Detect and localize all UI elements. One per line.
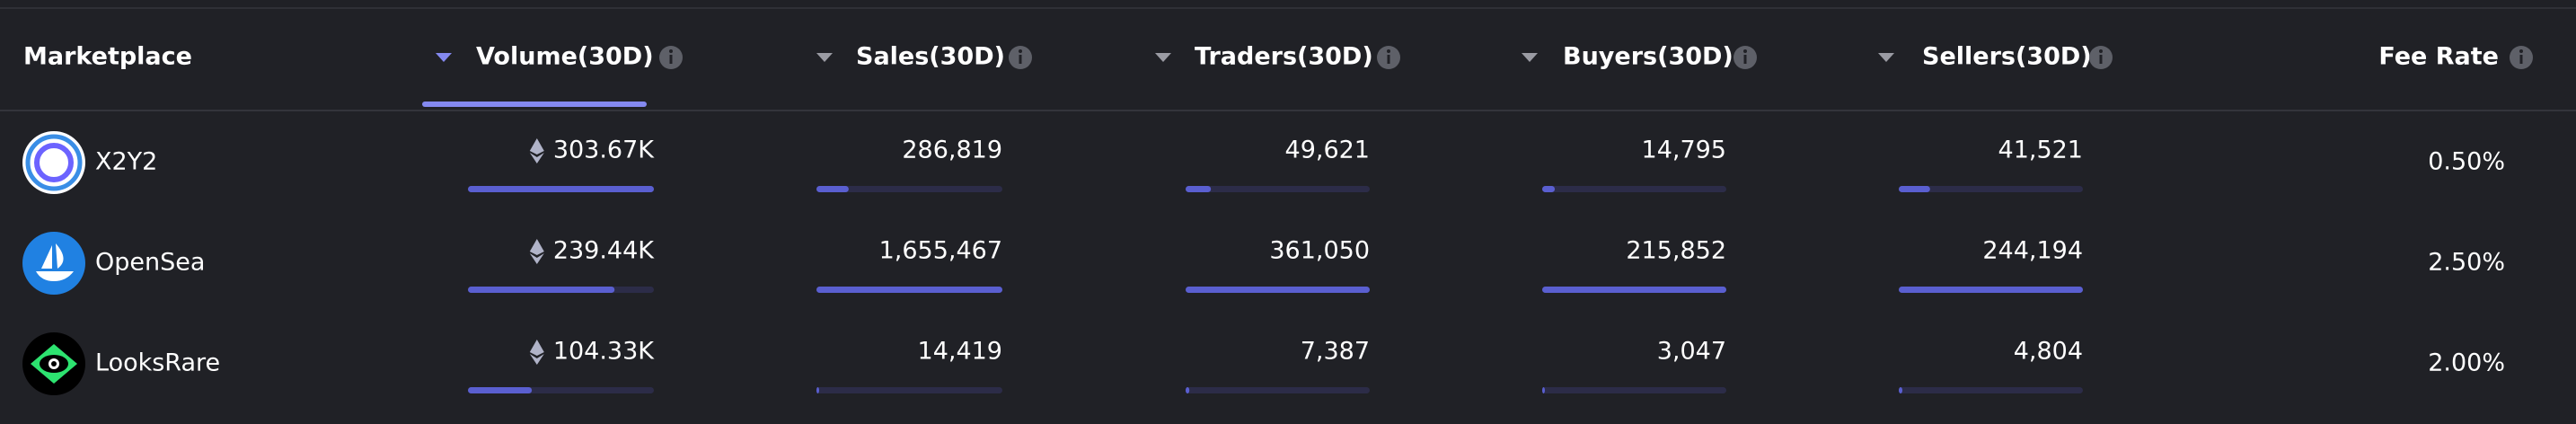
sort-arrow[interactable]	[1878, 53, 1894, 62]
sort-arrow[interactable]	[1155, 53, 1171, 62]
bar-fill	[816, 186, 849, 192]
active-sort-underline	[422, 102, 647, 107]
cell-value: 1,655,467	[879, 237, 1002, 265]
logo	[25, 134, 83, 191]
cell-value: 286,819	[902, 137, 1002, 164]
cell-value: 215,852	[1626, 237, 1726, 265]
bar-fill	[816, 287, 1002, 293]
bar-fill	[1186, 287, 1370, 293]
info-icon-mark	[2099, 55, 2103, 64]
bar-track	[1186, 186, 1370, 192]
info-icon-mark	[1019, 55, 1022, 64]
sort-arrow[interactable]	[1522, 53, 1538, 62]
bar-fill	[1899, 186, 1930, 192]
info-icon-mark	[669, 55, 673, 64]
bar-fill	[468, 287, 615, 293]
info-icon-dot	[669, 49, 673, 53]
bar-track	[816, 186, 1002, 192]
cell-value: 14,795	[1642, 137, 1726, 164]
bar-fill	[816, 387, 819, 393]
eth-icon	[529, 138, 544, 163]
cell-value: 104.33K	[553, 338, 655, 366]
logo	[51, 361, 57, 367]
eth-icon	[529, 239, 544, 264]
info-icon-mark	[1743, 55, 1747, 64]
sort-arrow[interactable]	[816, 53, 833, 62]
fee-rate: 2.50%	[2428, 249, 2505, 277]
bar-fill	[1186, 186, 1212, 192]
eth-icon	[529, 340, 544, 365]
cell-value: 361,050	[1269, 237, 1370, 265]
column-header[interactable]: Sales(30D)	[856, 43, 1005, 71]
bar-fill	[468, 186, 654, 192]
marketplace-name[interactable]: X2Y2	[95, 148, 157, 176]
cell-value: 4,804	[2014, 338, 2083, 366]
info-icon-mark	[1387, 55, 1390, 64]
bar-fill	[1899, 387, 1903, 393]
bar-track	[1899, 387, 2083, 393]
cell-value: 49,621	[1285, 137, 1370, 164]
bar-fill	[1899, 287, 2083, 293]
bar-fill	[1186, 387, 1190, 393]
bar-fill	[1542, 287, 1726, 293]
info-icon-dot	[1743, 49, 1747, 53]
info-icon-dot	[1387, 49, 1390, 53]
info-icon-dot	[2519, 49, 2523, 53]
logo	[36, 243, 74, 281]
column-header[interactable]: Fee Rate	[2378, 43, 2499, 71]
cell-value: 41,521	[1998, 137, 2083, 164]
logo	[45, 154, 63, 172]
bar-track	[1542, 387, 1726, 393]
bar-track	[1186, 387, 1370, 393]
info-icon-mark	[2519, 55, 2523, 64]
cell-value: 239.44K	[553, 237, 655, 265]
cell-value: 14,419	[918, 338, 1002, 366]
cell-value: 3,047	[1657, 338, 1726, 366]
column-header[interactable]: Buyers(30D)	[1563, 43, 1734, 71]
sort-arrow[interactable]	[436, 53, 452, 62]
info-icon-dot	[1019, 49, 1022, 53]
logo	[22, 232, 85, 295]
info-icon-dot	[2099, 49, 2103, 53]
bar-track	[816, 387, 1002, 393]
bar-fill	[468, 387, 533, 393]
cell-value: 303.67K	[553, 137, 655, 164]
bar-track	[1899, 186, 2083, 192]
fee-rate: 2.00%	[2428, 349, 2505, 377]
logo	[34, 143, 74, 182]
column-header[interactable]: Sellers(30D)	[1922, 43, 2092, 71]
marketplace-name[interactable]: OpenSea	[95, 249, 205, 277]
column-header: Marketplace	[23, 43, 192, 71]
bar-fill	[1542, 387, 1545, 393]
bar-fill	[1542, 186, 1556, 192]
column-header[interactable]: Traders(30D)	[1195, 43, 1373, 71]
marketplace-name[interactable]: LooksRare	[95, 349, 220, 377]
cell-value: 7,387	[1301, 338, 1370, 366]
fee-rate: 0.50%	[2428, 148, 2505, 176]
cell-value: 244,194	[1982, 237, 2083, 265]
bar-track	[1542, 186, 1726, 192]
column-header[interactable]: Volume(30D)	[476, 43, 654, 71]
